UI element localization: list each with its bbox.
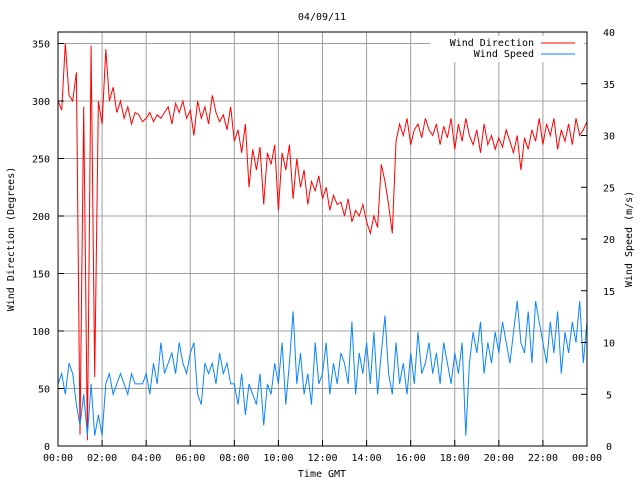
y-tick-label: 150 xyxy=(32,270,50,281)
y-tick-label: 350 xyxy=(32,40,50,51)
y2-tick-label: 20 xyxy=(603,235,615,246)
chart-title: 04/09/11 xyxy=(298,12,346,23)
y-tick-label: 100 xyxy=(32,327,50,338)
legend-label-direction: Wind Direction xyxy=(450,38,534,49)
x-tick-label: 10:00 xyxy=(263,453,293,464)
y2-tick-label: 10 xyxy=(603,339,615,350)
x-tick-label: 02:00 xyxy=(87,453,117,464)
y-tick-label: 50 xyxy=(38,385,50,396)
legend-label-speed: Wind Speed xyxy=(474,49,534,60)
x-tick-label: 04:00 xyxy=(131,453,161,464)
y-tick-label: 200 xyxy=(32,212,50,223)
x-tick-label: 16:00 xyxy=(396,453,426,464)
y2-tick-label: 0 xyxy=(606,442,612,453)
x-tick-label: 20:00 xyxy=(484,453,514,464)
x-axis-label: Time GMT xyxy=(298,469,346,480)
x-tick-label: 00:00 xyxy=(572,453,602,464)
series-lines xyxy=(57,43,588,441)
series-line-wind-direction xyxy=(57,43,588,441)
y2-axis-label: Wind Speed (m/s) xyxy=(624,191,635,287)
x-tick-label: 22:00 xyxy=(528,453,558,464)
y-tick-label: 0 xyxy=(44,442,50,453)
x-tick-label: 06:00 xyxy=(175,453,205,464)
y2-tick-label: 15 xyxy=(603,287,615,298)
y-tick-label: 300 xyxy=(32,97,50,108)
y2-tick-label: 35 xyxy=(603,80,615,91)
series-line-wind-speed xyxy=(57,301,588,436)
x-tick-label: 12:00 xyxy=(307,453,337,464)
y2-tick-label: 5 xyxy=(606,390,612,401)
y-tick-label: 250 xyxy=(32,155,50,166)
x-tick-label: 18:00 xyxy=(440,453,470,464)
x-tick-label: 14:00 xyxy=(352,453,382,464)
tick-labels: 00:00 02:00 04:00 06:00 08:00 10:00 12:00 14:00… xyxy=(32,28,615,464)
y-axis-label: Wind Direction (Degrees) xyxy=(6,167,17,312)
y2-tick-label: 30 xyxy=(603,132,615,143)
legend: Wind Direction Wind Speed xyxy=(430,36,584,62)
y2-tick-label: 40 xyxy=(603,28,615,39)
x-tick-label: 08:00 xyxy=(219,453,249,464)
grid xyxy=(58,32,587,446)
y2-tick-label: 25 xyxy=(603,183,615,194)
x-tick-label: 00:00 xyxy=(43,453,73,464)
